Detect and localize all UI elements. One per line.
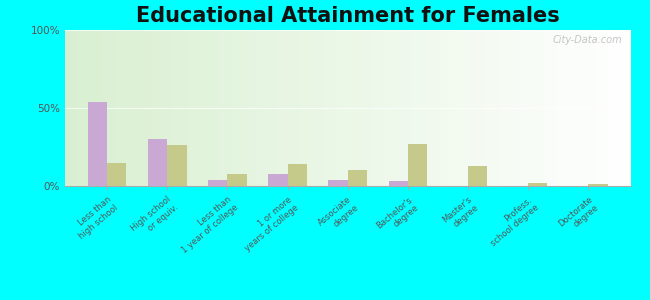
Bar: [287, 164, 307, 186]
Bar: [107, 163, 126, 186]
Title: Educational Attainment for Females: Educational Attainment for Females: [136, 6, 560, 26]
Bar: [389, 181, 408, 186]
Bar: [208, 180, 227, 186]
Bar: [88, 102, 107, 186]
Bar: [268, 173, 287, 186]
Bar: [528, 183, 547, 186]
Bar: [468, 166, 488, 186]
Bar: [328, 180, 348, 186]
Bar: [167, 146, 187, 186]
Bar: [227, 173, 247, 186]
Bar: [408, 144, 427, 186]
Bar: [148, 139, 167, 186]
Bar: [348, 170, 367, 186]
Text: City-Data.com: City-Data.com: [552, 35, 622, 45]
Bar: [588, 184, 608, 186]
